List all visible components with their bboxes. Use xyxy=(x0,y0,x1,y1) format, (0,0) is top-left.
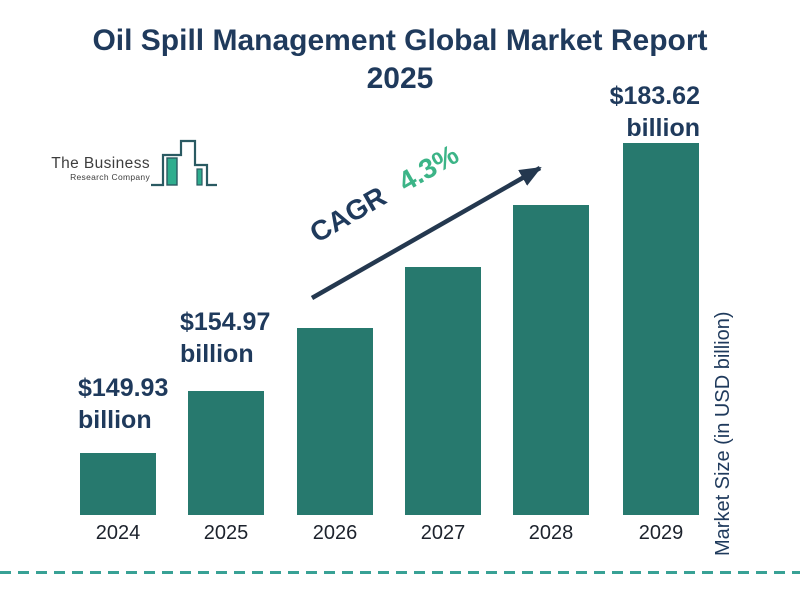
bar-column-2029: 2029 xyxy=(611,140,711,545)
bar-column-2027: 2027 xyxy=(393,140,493,545)
logo-name: The Business xyxy=(51,155,150,172)
bottom-dashed-divider xyxy=(0,571,800,574)
y-axis-label: Market Size (in USD billion) xyxy=(712,311,734,556)
value-label-2024: $149.93 billion xyxy=(78,372,168,436)
bar-column-2028: 2028 xyxy=(501,140,601,545)
bar-chart-logo-icon xyxy=(151,139,217,187)
bar-column-2025: 2025 xyxy=(176,140,276,545)
bar-2026 xyxy=(297,328,373,515)
x-tick-2024: 2024 xyxy=(95,522,141,544)
value-label-2024-unit: billion xyxy=(78,406,152,434)
value-label-2025-amount: $154.97 xyxy=(180,308,271,336)
bar-2025 xyxy=(188,391,264,515)
bar-column-2024: 2024 xyxy=(68,140,168,545)
bar-2024 xyxy=(80,453,156,515)
value-label-2024-amount: $149.93 xyxy=(78,374,169,402)
bar-column-2026: 2026 xyxy=(285,140,385,545)
x-tick-2029: 2029 xyxy=(638,522,684,544)
value-label-2025: $154.97 billion xyxy=(180,306,270,370)
page-title-line1: Oil Spill Management Global Market Repor… xyxy=(92,24,708,57)
bar-2028 xyxy=(513,205,589,515)
value-label-2025-unit: billion xyxy=(180,340,254,368)
value-label-2029-amount: $183.62 xyxy=(609,82,700,110)
page-title: Oil Spill Management Global Market Repor… xyxy=(0,22,800,98)
value-label-2029-unit: billion xyxy=(626,114,700,142)
page-title-line2: 2025 xyxy=(366,62,434,95)
bar-2029 xyxy=(623,143,699,515)
bar-2027 xyxy=(405,267,481,515)
x-tick-2025: 2025 xyxy=(203,522,249,544)
company-logo: The Business Research Company xyxy=(38,155,150,182)
x-tick-2028: 2028 xyxy=(528,522,574,544)
x-tick-2027: 2027 xyxy=(420,522,466,544)
value-label-2029: $183.62 billion xyxy=(610,80,700,144)
logo-subname: Research Company xyxy=(70,172,150,182)
x-tick-2026: 2026 xyxy=(312,522,358,544)
